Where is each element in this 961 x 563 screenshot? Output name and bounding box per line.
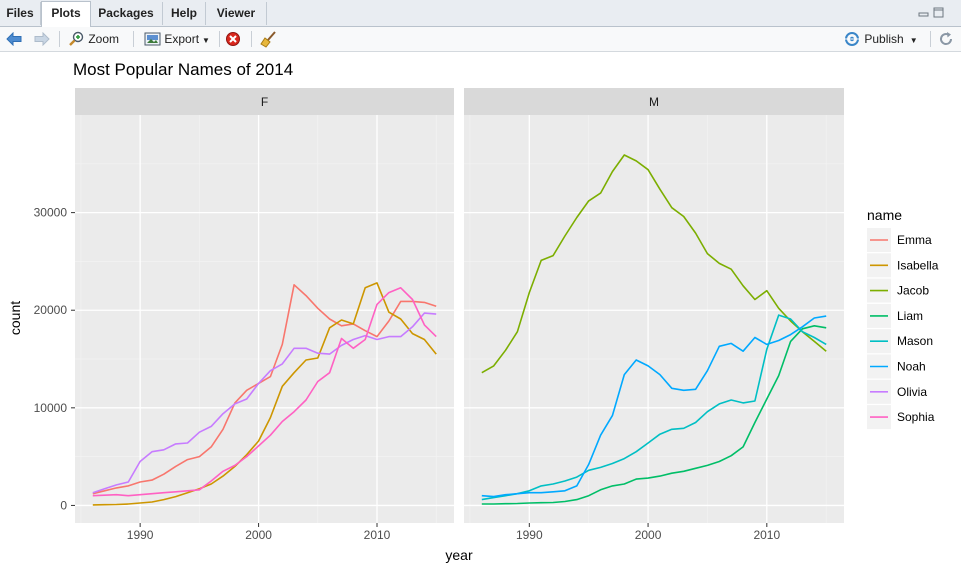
panel-background-m: [464, 115, 844, 523]
remove-plot-icon[interactable]: [225, 31, 241, 47]
x-axis-label: year: [445, 547, 473, 563]
maximize-icon[interactable]: [933, 7, 944, 18]
series-lines-m: [481, 154, 827, 505]
pane-tab-bar: Files Plots Packages Help Viewer: [0, 0, 961, 28]
series-line-sophia: [92, 287, 437, 497]
panel-background-f: [75, 115, 454, 523]
tab-help[interactable]: Help: [163, 2, 206, 25]
series-line-jacob: [481, 154, 827, 374]
y-tick-label: 0: [60, 498, 67, 512]
x-tick-label: 2010: [753, 528, 780, 542]
legend-label-jacob: Jacob: [897, 284, 929, 298]
plot-canvas: Most Popular Names of 2014 F M 0 10000 200…: [7, 60, 939, 563]
x-tick-label: 1990: [516, 528, 543, 542]
series-line-noah: [481, 315, 827, 498]
zoom-button[interactable]: Zoom: [68, 27, 119, 51]
x-axis-ticks: 1990 2000 2010 1990 2000 2010: [127, 523, 780, 542]
gridlines-m: [464, 115, 844, 523]
chevron-down-icon: ▼: [909, 36, 918, 45]
series-lines-f: [92, 282, 437, 506]
x-tick-label: 2010: [364, 528, 391, 542]
facet-label-f: F: [261, 95, 268, 109]
tab-packages[interactable]: Packages: [90, 2, 163, 25]
legend-label-noah: Noah: [897, 360, 926, 374]
tab-plots[interactable]: Plots: [41, 1, 91, 28]
y-tick-label: 30000: [34, 206, 68, 220]
back-arrow-icon[interactable]: [6, 32, 22, 46]
minimize-icon[interactable]: [918, 7, 929, 18]
legend-label-sophia: Sophia: [897, 410, 935, 424]
legend-label-isabella: Isabella: [897, 258, 939, 272]
toolbar-separator: [133, 31, 134, 47]
toolbar-separator: [251, 31, 252, 47]
refresh-icon[interactable]: [938, 31, 954, 47]
publish-menu-button[interactable]: Publish ▼: [843, 27, 918, 51]
y-axis-ticks: 0 10000 20000 30000: [34, 206, 75, 512]
legend-label-olivia: Olivia: [897, 385, 927, 399]
forward-arrow-icon[interactable]: [34, 32, 50, 46]
broom-clear-all-icon[interactable]: [260, 30, 278, 48]
zoom-label: Zoom: [88, 32, 120, 46]
export-label: Export: [164, 32, 200, 46]
legend: Emma Isabella Jacob Liam Mason Noah Olivia Soph…: [867, 228, 939, 430]
x-tick-label: 1990: [127, 528, 154, 542]
publish-label: Publish: [864, 32, 904, 46]
chevron-down-icon: ▼: [202, 36, 210, 45]
chart-title: Most Popular Names of 2014: [73, 60, 293, 79]
legend-label-mason: Mason: [897, 334, 933, 348]
plots-toolbar: Zoom Export ▼ Publish ▼: [0, 27, 961, 52]
x-tick-label: 2000: [635, 528, 662, 542]
zoom-icon: [69, 31, 84, 46]
tab-files[interactable]: Files: [0, 2, 41, 25]
y-tick-label: 20000: [34, 303, 68, 317]
toolbar-separator: [59, 31, 60, 47]
facet-label-m: M: [649, 95, 659, 109]
facet-strip-f: [75, 88, 454, 115]
toolbar-separator: [930, 31, 931, 47]
series-line-liam: [481, 324, 827, 505]
facet-strip-m: [464, 88, 844, 115]
tab-viewer[interactable]: Viewer: [206, 2, 267, 25]
export-menu-button[interactable]: Export ▼: [144, 27, 210, 51]
export-image-icon: [144, 32, 161, 46]
series-line-isabella: [92, 282, 437, 506]
gridlines-f: [75, 115, 454, 523]
legend-label-emma: Emma: [897, 233, 932, 247]
publish-icon: [844, 32, 860, 46]
legend-title: name: [867, 207, 902, 223]
y-axis-label: count: [7, 301, 23, 335]
y-tick-label: 10000: [34, 401, 68, 415]
series-line-emma: [92, 284, 437, 495]
legend-label-liam: Liam: [897, 309, 923, 323]
x-tick-label: 2000: [245, 528, 272, 542]
series-line-olivia: [92, 312, 437, 494]
toolbar-separator: [219, 31, 220, 47]
